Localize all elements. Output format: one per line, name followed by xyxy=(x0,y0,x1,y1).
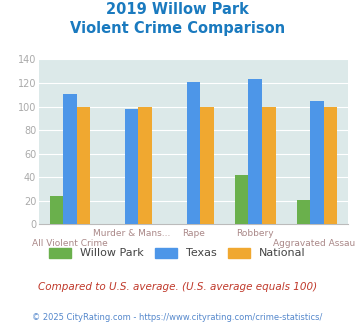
Bar xyxy=(310,101,324,224)
Text: © 2025 CityRating.com - https://www.cityrating.com/crime-statistics/: © 2025 CityRating.com - https://www.city… xyxy=(32,314,323,322)
Bar xyxy=(138,107,152,224)
Text: Rape: Rape xyxy=(182,229,205,238)
Text: Robbery: Robbery xyxy=(236,229,274,238)
Bar xyxy=(297,200,310,224)
Text: Aggravated Assault: Aggravated Assault xyxy=(273,239,355,248)
Legend: Willow Park, Texas, National: Willow Park, Texas, National xyxy=(45,243,310,263)
Text: 2019 Willow Park: 2019 Willow Park xyxy=(106,2,249,16)
Text: Violent Crime Comparison: Violent Crime Comparison xyxy=(70,21,285,36)
Text: Murder & Mans...: Murder & Mans... xyxy=(93,229,170,238)
Bar xyxy=(77,107,90,224)
Text: Compared to U.S. average. (U.S. average equals 100): Compared to U.S. average. (U.S. average … xyxy=(38,282,317,292)
Text: All Violent Crime: All Violent Crime xyxy=(32,239,108,248)
Bar xyxy=(248,80,262,224)
Bar xyxy=(324,107,337,224)
Bar xyxy=(187,82,200,224)
Bar xyxy=(125,109,138,224)
Bar xyxy=(200,107,214,224)
Bar xyxy=(262,107,275,224)
Bar xyxy=(50,196,63,224)
Bar xyxy=(235,175,248,224)
Bar xyxy=(63,94,77,224)
